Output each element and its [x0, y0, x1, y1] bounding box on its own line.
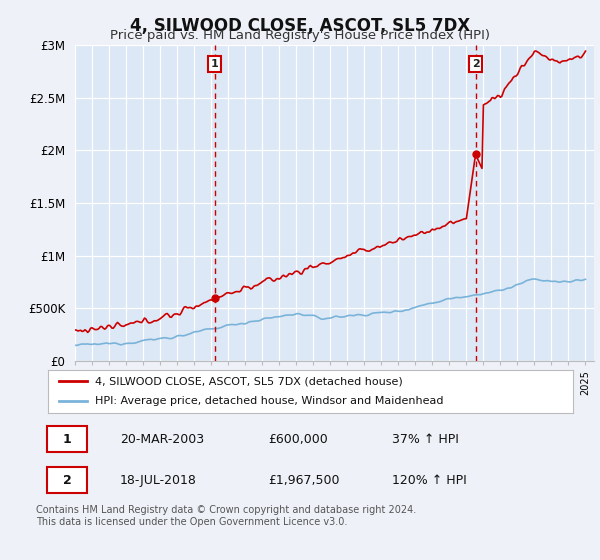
Text: 1: 1 — [211, 59, 218, 69]
Text: £1,967,500: £1,967,500 — [268, 474, 340, 487]
FancyBboxPatch shape — [47, 467, 88, 493]
Text: 18-JUL-2018: 18-JUL-2018 — [120, 474, 197, 487]
Text: 4, SILWOOD CLOSE, ASCOT, SL5 7DX (detached house): 4, SILWOOD CLOSE, ASCOT, SL5 7DX (detach… — [95, 376, 403, 386]
FancyBboxPatch shape — [47, 427, 88, 452]
Text: 120% ↑ HPI: 120% ↑ HPI — [392, 474, 467, 487]
Text: £600,000: £600,000 — [268, 433, 328, 446]
Text: Contains HM Land Registry data © Crown copyright and database right 2024.
This d: Contains HM Land Registry data © Crown c… — [36, 505, 416, 527]
Text: 2: 2 — [62, 474, 71, 487]
Text: HPI: Average price, detached house, Windsor and Maidenhead: HPI: Average price, detached house, Wind… — [95, 396, 444, 406]
Text: 37% ↑ HPI: 37% ↑ HPI — [392, 433, 459, 446]
Text: 1: 1 — [62, 433, 71, 446]
Text: Price paid vs. HM Land Registry's House Price Index (HPI): Price paid vs. HM Land Registry's House … — [110, 29, 490, 42]
Text: 20-MAR-2003: 20-MAR-2003 — [120, 433, 204, 446]
Text: 4, SILWOOD CLOSE, ASCOT, SL5 7DX: 4, SILWOOD CLOSE, ASCOT, SL5 7DX — [130, 17, 470, 35]
Text: 2: 2 — [472, 59, 479, 69]
